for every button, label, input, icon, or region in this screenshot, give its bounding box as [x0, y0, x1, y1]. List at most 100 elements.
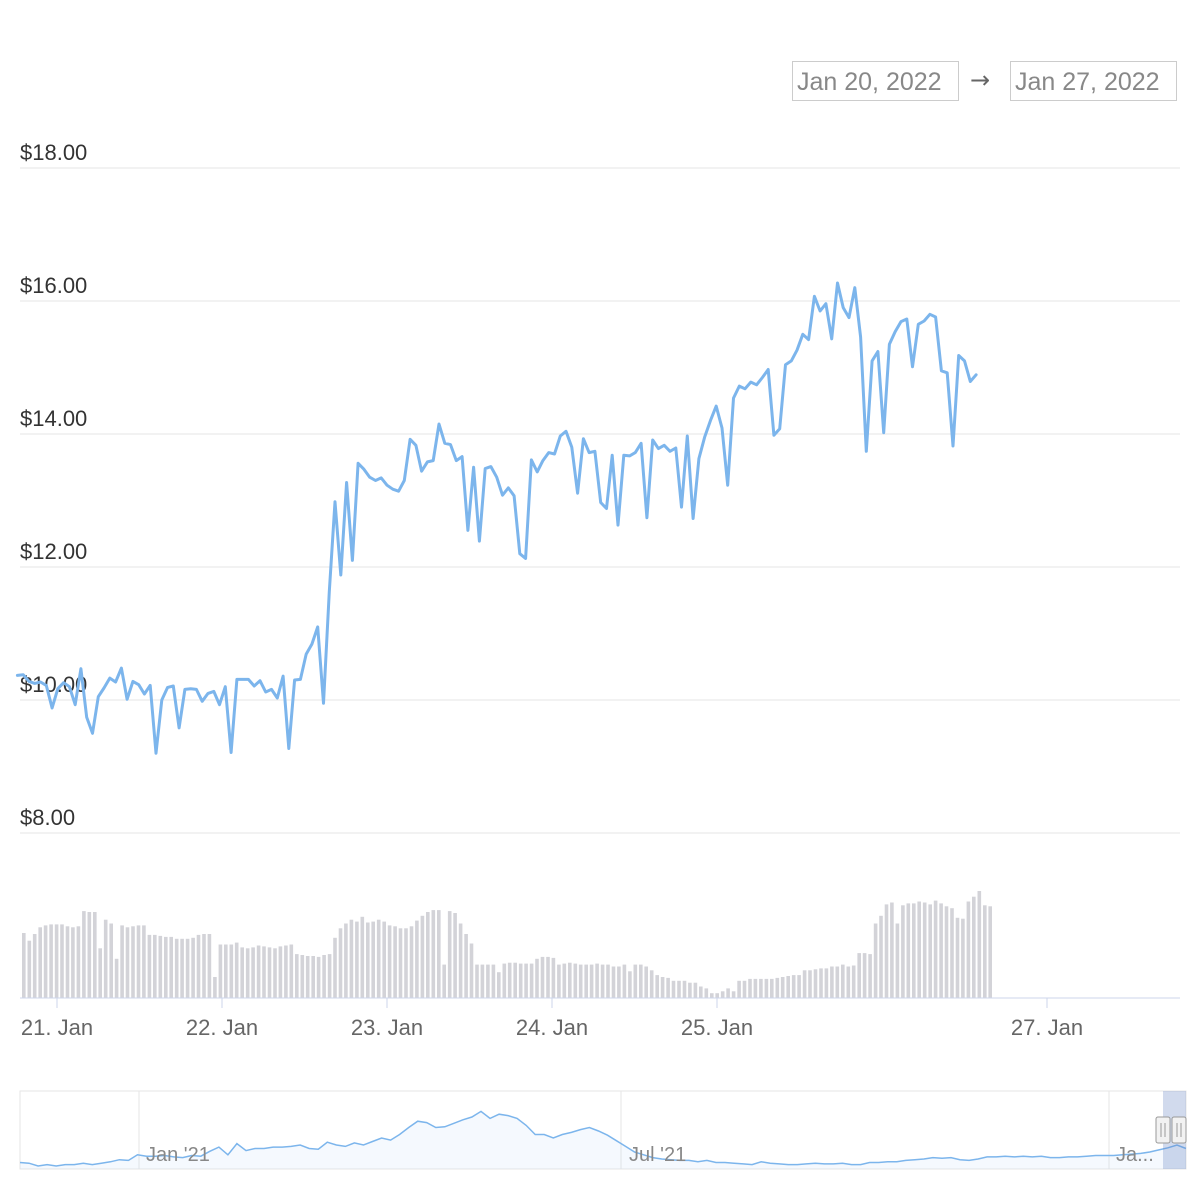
volume-bar: [153, 934, 157, 998]
volume-bar: [655, 975, 659, 998]
volume-bar: [513, 962, 517, 998]
x-tick-label: 22. Jan: [186, 1015, 258, 1040]
volume-bar: [54, 924, 59, 998]
volume-bar: [245, 948, 250, 998]
volume-bar: [633, 964, 638, 998]
volume-bar: [65, 926, 70, 998]
x-tick-label: 21. Jan: [21, 1015, 93, 1040]
volume-bar: [458, 923, 463, 998]
volume-bar: [393, 926, 397, 998]
volume-bar: [327, 954, 332, 998]
volume-bar: [82, 911, 86, 998]
volume-bar: [535, 958, 539, 998]
date-range-arrow: →: [970, 66, 991, 94]
y-tick-label: $12.00: [20, 539, 87, 564]
volume-bar: [49, 924, 53, 998]
volume-bar: [666, 977, 670, 998]
volume-bar: [415, 920, 419, 998]
volume-bar: [71, 927, 75, 998]
volume-bar: [60, 924, 64, 998]
volume-bar: [224, 944, 228, 998]
volume-bar: [518, 963, 523, 998]
volume-bar: [316, 956, 321, 998]
volume-bar: [267, 947, 272, 998]
volume-bar: [759, 978, 763, 998]
x-tick-label: 24. Jan: [516, 1015, 588, 1040]
volume-bar: [305, 956, 310, 998]
volume-bar: [972, 896, 976, 998]
volume-bar: [497, 972, 501, 998]
volume-bar: [720, 991, 725, 998]
volume-bar: [125, 927, 130, 998]
volume-bar: [622, 964, 627, 998]
x-tick-label: 23. Jan: [351, 1015, 423, 1040]
volume-bar: [366, 922, 370, 998]
volume-bar: [710, 993, 714, 998]
volume-bar: [813, 969, 818, 998]
navigator-right-handle[interactable]: [1171, 1116, 1187, 1144]
price-series: [15, 281, 978, 755]
volume-bar: [802, 970, 807, 998]
volume-bar: [890, 902, 894, 998]
volume-bar: [22, 933, 26, 998]
x-tick-label: 27. Jan: [1011, 1015, 1083, 1040]
navigator-line: [19, 1110, 1187, 1167]
volume-bar: [344, 923, 348, 998]
volume-bar: [491, 964, 496, 998]
navigator[interactable]: Jan '21 Jul '21 Ja...: [19, 1090, 1187, 1170]
volume-bar: [93, 912, 97, 998]
volume-bar: [808, 970, 812, 998]
volume-bar: [453, 913, 457, 998]
date-to-input[interactable]: Jan 27, 2022: [1010, 61, 1177, 101]
volume-bar: [611, 966, 616, 998]
volume-bar: [797, 975, 801, 998]
volume-bar: [568, 962, 572, 998]
volume-bar: [649, 970, 654, 998]
volume-bar: [704, 988, 709, 998]
volume-bar: [256, 945, 261, 998]
volume-bar: [355, 921, 359, 998]
date-from-input[interactable]: Jan 20, 2022: [792, 61, 959, 101]
volume-bar: [715, 993, 719, 998]
volume-bar: [213, 977, 217, 998]
volume-bar: [944, 906, 949, 998]
volume-bar: [617, 966, 621, 998]
volume-bar: [699, 986, 703, 998]
volume-bar: [671, 980, 676, 998]
grid: [20, 167, 1180, 834]
volume-bar: [398, 928, 403, 998]
volume-bar: [371, 921, 375, 998]
volume-bar: [480, 964, 485, 998]
volume-bar: [600, 964, 605, 998]
volume-bar: [387, 925, 392, 998]
volume-bar: [349, 919, 354, 998]
volume-bar: [207, 934, 212, 998]
navigator-tick-label: Jul '21: [629, 1144, 686, 1166]
volume-bar: [660, 977, 665, 998]
navigator-series: [19, 1110, 1187, 1169]
volume-bar: [540, 956, 545, 998]
volume-bar: [311, 956, 315, 998]
y-axis-labels: $8.00 $10.00 $12.00 $14.00 $16.00 $18.00: [20, 140, 87, 830]
volume-bar: [824, 968, 829, 998]
volume-bar: [273, 948, 277, 998]
volume-bar: [447, 911, 452, 998]
volume-bar: [753, 978, 758, 998]
volume-bar: [229, 944, 234, 998]
volume-bar: [589, 964, 594, 998]
volume-bar: [180, 938, 184, 998]
volume-bar: [846, 966, 851, 998]
volume-bar: [507, 962, 512, 998]
volume-bar: [38, 927, 42, 998]
volume-bar: [404, 928, 408, 998]
navigator-left-handle[interactable]: [1155, 1116, 1171, 1144]
volume-bar: [136, 925, 141, 998]
volume-bar: [300, 955, 305, 998]
volume-bar: [169, 936, 173, 998]
volume-bar: [595, 963, 599, 998]
volume-bar: [966, 901, 971, 998]
volume-bars: [22, 891, 992, 999]
volume-bar: [295, 954, 299, 998]
volume-bar: [693, 982, 698, 998]
volume-bar: [431, 910, 436, 998]
